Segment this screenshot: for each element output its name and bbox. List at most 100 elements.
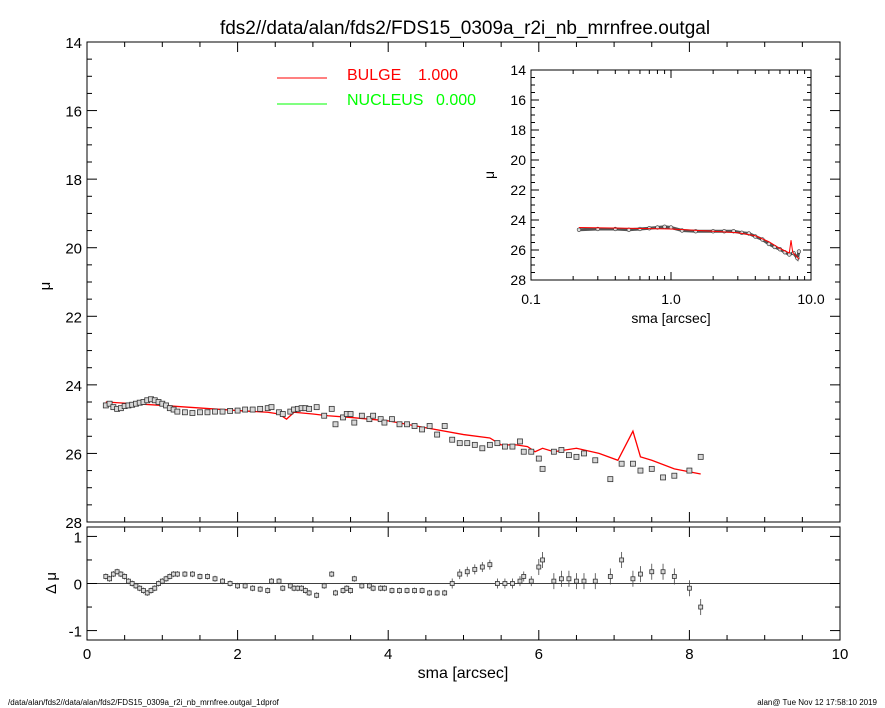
main-y-tick-label: 18 — [65, 172, 82, 189]
residual-data-point — [494, 581, 500, 586]
inset-data-point — [662, 224, 667, 229]
main-data-point — [189, 410, 196, 416]
residual-data-point — [630, 576, 636, 582]
main-data-point — [581, 450, 587, 457]
main-data-point — [227, 408, 233, 414]
main-data-point — [204, 409, 211, 416]
inset-data-point — [795, 256, 800, 261]
main-y-tick-label: 16 — [65, 104, 82, 121]
residual-data-point — [574, 578, 579, 584]
legend-nucleus-value: 0.000 — [436, 92, 476, 109]
main-data-point — [528, 448, 535, 455]
main-data-point — [106, 400, 113, 407]
main-data-point — [566, 452, 572, 459]
residual-data-point — [370, 585, 376, 591]
residual-data-point — [333, 590, 338, 596]
main-data-point — [479, 445, 486, 452]
inset-y-tick-label: 22 — [510, 182, 526, 198]
residual-data-point — [227, 581, 233, 586]
residual-data-point — [257, 586, 263, 592]
residual-data-point — [250, 585, 256, 591]
residual-data-point — [269, 578, 274, 584]
main-data-point — [494, 440, 501, 447]
residual-data-point — [242, 583, 248, 589]
residual-data-point — [487, 562, 493, 568]
inset-y-tick-label: 16 — [510, 92, 526, 108]
residual-data-point — [265, 588, 271, 593]
legend-nucleus-label: NUCLEUS — [347, 92, 423, 109]
residual-data-point — [197, 574, 203, 579]
main-data-point — [592, 457, 599, 464]
main-y-tick-label: 28 — [65, 515, 82, 532]
residual-x-tick-label: 2 — [233, 646, 241, 663]
inset-y-tick-label: 20 — [510, 152, 526, 168]
main-data-point — [648, 465, 655, 472]
main-data-point — [520, 448, 527, 455]
main-data-point — [366, 416, 373, 423]
residual-data-point — [359, 583, 365, 589]
main-y-tick-label: 22 — [65, 309, 82, 326]
main-data-point — [411, 423, 418, 429]
residual-data-point — [551, 578, 557, 584]
main-y-tick-label: 20 — [65, 241, 82, 258]
residual-data-point — [449, 581, 455, 586]
inset-bulge-model-line — [578, 227, 800, 260]
residual-y-tick-label: -1 — [69, 624, 82, 641]
inset-y-tick-label: 18 — [510, 122, 526, 138]
residual-data-point — [276, 578, 282, 584]
main-data-point — [697, 453, 704, 460]
main-data-point — [370, 412, 377, 419]
residual-data-point — [306, 590, 312, 596]
residual-data-point — [235, 583, 241, 589]
main-data-point — [573, 453, 580, 460]
main-data-point — [377, 416, 384, 423]
residual-data-point — [687, 585, 692, 591]
main-data-point — [347, 411, 354, 417]
residual-data-point — [472, 566, 478, 572]
inset-data-point — [796, 249, 802, 254]
residual-data-point — [540, 557, 545, 563]
main-data-point — [449, 436, 456, 443]
residual-data-point — [457, 571, 463, 577]
main-data-point — [509, 443, 516, 450]
main-y-axis-label: μ — [37, 282, 54, 291]
residual-data-point — [321, 583, 327, 589]
residual-data-point — [412, 588, 417, 593]
residual-data-point — [212, 576, 218, 582]
main-data-point — [396, 421, 403, 428]
residual-data-point — [464, 569, 470, 575]
main-data-point — [328, 405, 335, 412]
inset-data-point — [576, 227, 582, 232]
residual-data-point — [419, 588, 425, 593]
main-data-point — [671, 472, 678, 479]
residual-data-point — [479, 564, 485, 570]
residual-data-point — [619, 557, 625, 563]
residual-data-point — [558, 576, 564, 582]
main-data-point — [630, 460, 636, 467]
main-data-point — [637, 467, 644, 474]
inset-data-point — [722, 229, 727, 234]
residual-data-point — [107, 576, 112, 582]
main-data-point — [441, 423, 448, 429]
main-data-point — [321, 412, 328, 419]
legend: BULGE 1.000 NUCLEUS 0.000 — [277, 67, 476, 109]
main-data-point — [219, 408, 226, 415]
main-data-point — [464, 440, 471, 447]
main-panel: 14 16 18 20 22 24 26 28 μ BULGE 1.000 NUCLEUS 0… — [37, 35, 841, 532]
residual-data-point — [427, 590, 433, 596]
legend-bulge-value: 1.000 — [418, 67, 458, 84]
main-data-point — [517, 438, 523, 445]
residual-data-point — [182, 571, 188, 577]
main-data-point — [234, 407, 241, 414]
residual-data-point — [649, 569, 655, 575]
residual-data-point — [314, 592, 320, 598]
inset-x-tick-label: 1.0 — [661, 291, 681, 307]
main-data-point — [456, 440, 463, 447]
residual-data-point — [351, 576, 357, 582]
main-data-point — [686, 467, 693, 474]
residual-data-point — [607, 574, 613, 579]
residual-data-point — [389, 588, 395, 593]
main-y-tick-label: 24 — [65, 378, 82, 395]
residual-data-point — [442, 590, 448, 596]
